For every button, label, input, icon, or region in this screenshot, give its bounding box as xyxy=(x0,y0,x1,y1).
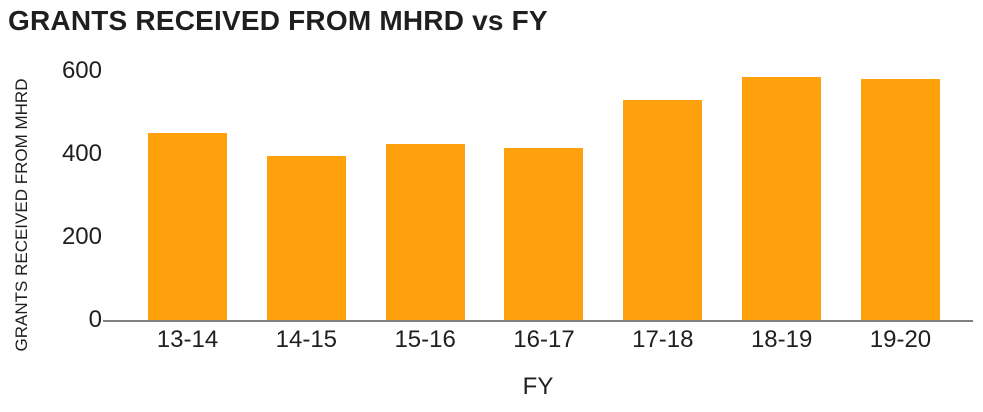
x-tick-label: 18-19 xyxy=(750,326,813,353)
bar xyxy=(266,156,346,320)
x-tick-label: 19-20 xyxy=(869,326,932,353)
y-tick-label: 600 xyxy=(61,57,102,84)
bar xyxy=(385,143,465,320)
bar xyxy=(148,133,227,320)
bar xyxy=(860,79,940,320)
x-tick-label: 14-15 xyxy=(275,326,338,353)
bar-series xyxy=(148,71,940,320)
bar xyxy=(504,147,584,320)
x-tick-label: 15-16 xyxy=(394,326,456,353)
x-tick-label: 16-17 xyxy=(513,326,575,353)
x-tick-label: 13-14 xyxy=(156,326,219,353)
y-tick-label: 0 xyxy=(88,306,102,333)
y-tick-labels: 0 200 400 600 xyxy=(0,0,102,412)
y-tick-label: 400 xyxy=(61,140,102,167)
x-tick-labels: 13-14 14-15 15-16 16-17 17-18 18-19 19-20 xyxy=(148,326,940,353)
plot-area xyxy=(103,71,973,322)
chart-title: GRANTS RECEIVED FROM MHRD vs FY xyxy=(8,5,548,36)
x-tick-label: 17-18 xyxy=(632,326,694,353)
y-tick-label: 200 xyxy=(61,223,102,250)
bar xyxy=(742,77,822,320)
x-axis-title: FY xyxy=(522,373,554,400)
x-axis-line xyxy=(103,320,973,322)
bar xyxy=(623,100,703,320)
